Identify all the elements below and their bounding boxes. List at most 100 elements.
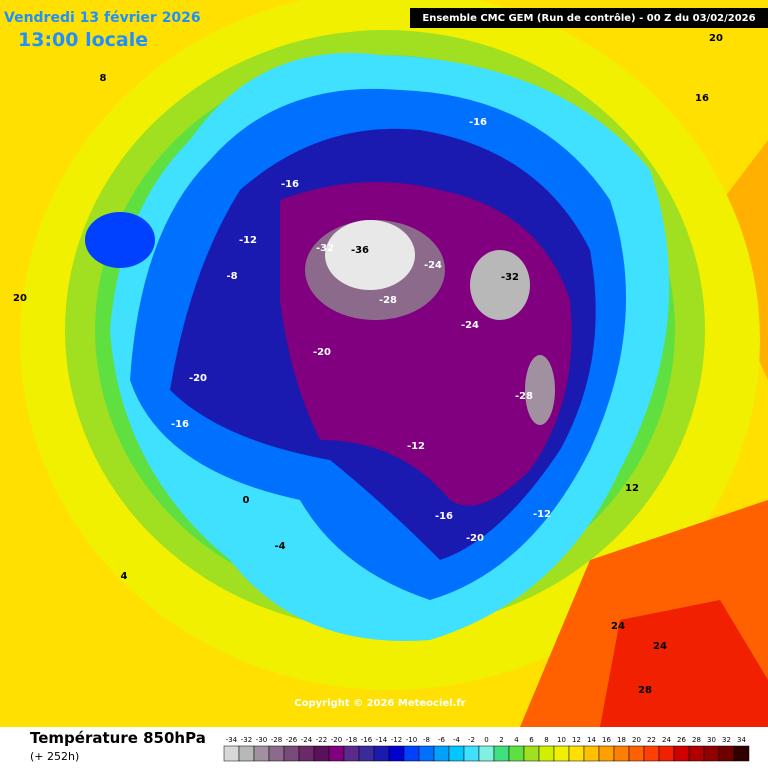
contour-label: -20	[189, 373, 207, 384]
contour-label: -32	[501, 272, 519, 283]
contour-label: -12	[533, 509, 551, 520]
contour-label: -36	[351, 245, 369, 256]
colorbar-cell	[673, 745, 690, 762]
colorbar-label: 30	[707, 736, 716, 744]
contour-label: -24	[461, 320, 479, 331]
colorbar-cell	[463, 745, 480, 762]
colorbar-label: 16	[602, 736, 611, 744]
colorbar-label: -16	[361, 736, 373, 744]
contour-label: 16	[695, 93, 709, 104]
contour-labels: -36 -32 -32 -28 -24 -24 -20 -20 -16 -16 …	[13, 33, 723, 696]
colorbar-label: -22	[316, 736, 327, 744]
colorbar-label: -12	[391, 736, 402, 744]
colorbar-label: 2	[499, 736, 503, 744]
colorbar-cell	[478, 745, 495, 762]
colorbar-cell	[568, 745, 585, 762]
contour-label: 24	[653, 641, 667, 652]
colorbar-cell	[418, 745, 435, 762]
contour-label: -28	[515, 391, 533, 402]
contour-label: -28	[379, 295, 397, 306]
colorbar-cell	[433, 745, 450, 762]
contour-label: -4	[274, 541, 285, 552]
colorbar-cell	[403, 745, 420, 762]
colorbar-label: 28	[692, 736, 701, 744]
colorbar-cell	[283, 745, 300, 762]
colorbar-cell	[688, 745, 705, 762]
contour-label: 20	[13, 293, 27, 304]
colorbar-label: 24	[662, 736, 671, 744]
colorbar-cell	[358, 745, 375, 762]
colorbar-label: -6	[438, 736, 446, 744]
colorbar-label: 6	[529, 736, 534, 744]
colorbar-label: 14	[587, 736, 596, 744]
colorbar-cell	[388, 745, 405, 762]
contour-label: 24	[611, 621, 625, 632]
contour-label: -16	[171, 419, 189, 430]
colorbar-label: -34	[226, 736, 238, 744]
colorbar-cell	[628, 745, 645, 762]
colorbar-label: 8	[544, 736, 548, 744]
contour-label: -24	[424, 260, 442, 271]
contour-label: -16	[469, 117, 487, 128]
colorbar-cell	[643, 745, 660, 762]
colorbar-label: 34	[737, 736, 746, 744]
contour-label: -16	[435, 511, 453, 522]
map	[0, 0, 768, 727]
colorbar-label: 18	[617, 736, 626, 744]
colorbar-cell	[253, 745, 270, 762]
colorbar-cell	[523, 745, 540, 762]
colorbar-cell	[658, 745, 675, 762]
colorbar-cell	[508, 745, 525, 762]
legend-title: Température 850hPa	[30, 729, 206, 747]
colorbar-label: -14	[376, 736, 388, 744]
colorbar-cell	[343, 745, 360, 762]
colorbar-cell	[718, 745, 735, 762]
colorbar-label: -4	[453, 736, 461, 744]
colorbar-cell	[313, 745, 330, 762]
colorbar-cell	[268, 745, 285, 762]
colorbar-cell	[598, 745, 615, 762]
colorbar-cell	[238, 745, 255, 762]
contour-label: -20	[466, 533, 484, 544]
model-info: Ensemble CMC GEM (Run de contrôle) - 00 …	[422, 12, 755, 24]
contour-label: 12	[625, 483, 639, 494]
colorbar-cell	[448, 745, 465, 762]
date: Vendredi 13 février 2026	[4, 10, 201, 26]
time: 13:00 locale	[18, 29, 148, 51]
contour-label: -20	[313, 347, 331, 358]
copyright: Copyright © 2026 Meteociel.fr	[294, 698, 465, 709]
colorbar-cell	[583, 745, 600, 762]
colorbar-cell	[223, 745, 240, 762]
colorbar-label: 32	[722, 736, 731, 744]
colorbar-cell	[538, 745, 555, 762]
colorbar-label: -18	[346, 736, 357, 744]
colorbar-cell	[703, 745, 720, 762]
colorbar-cell	[493, 745, 510, 762]
colorbar-label: -28	[271, 736, 282, 744]
colorbar-label: -10	[406, 736, 417, 744]
colorbar-label: -32	[241, 736, 252, 744]
contour-label: 0	[243, 495, 250, 506]
colorbar-cell	[373, 745, 390, 762]
legend-lead: (+ 252h)	[30, 750, 79, 763]
colorbar-label: 0	[484, 736, 488, 744]
contour-label: -16	[281, 179, 299, 190]
contour-label: -32	[316, 243, 334, 254]
colorbar-label: -24	[301, 736, 313, 744]
colorbar-label: 22	[647, 736, 656, 744]
colorbar-cell	[298, 745, 315, 762]
colorbar-label: -20	[331, 736, 342, 744]
contour-label: 20	[709, 33, 723, 44]
colorbar-label: -26	[286, 736, 298, 744]
contour-label: 4	[121, 571, 128, 582]
colorbar: -34 -32 -30 -28 -26 -24 -22 -20 -18 -16 -14 -12 -10-…	[223, 736, 750, 762]
colorbar-label: -30	[256, 736, 267, 744]
colorbar-label: -2	[468, 736, 475, 744]
colorbar-cell	[553, 745, 570, 762]
colorbar-cell	[328, 745, 345, 762]
colorbar-label: 10	[557, 736, 566, 744]
colorbar-label: 12	[572, 736, 581, 744]
colorbar-cell	[613, 745, 630, 762]
contour-label: -8	[226, 271, 237, 282]
